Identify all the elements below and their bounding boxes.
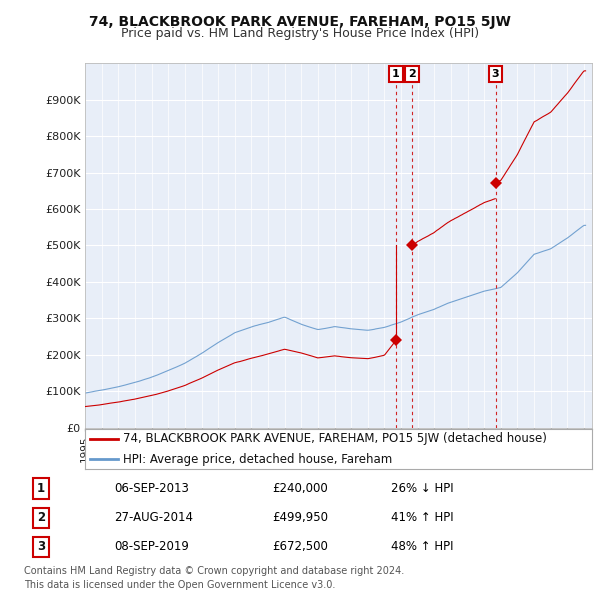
Text: HPI: Average price, detached house, Fareham: HPI: Average price, detached house, Fare… bbox=[123, 453, 392, 466]
Text: 41% ↑ HPI: 41% ↑ HPI bbox=[391, 511, 453, 525]
Text: 74, BLACKBROOK PARK AVENUE, FAREHAM, PO15 5JW: 74, BLACKBROOK PARK AVENUE, FAREHAM, PO1… bbox=[89, 15, 511, 29]
Text: 3: 3 bbox=[492, 69, 499, 79]
Text: 08-SEP-2019: 08-SEP-2019 bbox=[114, 540, 189, 553]
Text: £240,000: £240,000 bbox=[272, 482, 328, 495]
Text: Contains HM Land Registry data © Crown copyright and database right 2024.
This d: Contains HM Land Registry data © Crown c… bbox=[24, 566, 404, 590]
Text: 3: 3 bbox=[37, 540, 45, 553]
Text: 27-AUG-2014: 27-AUG-2014 bbox=[114, 511, 193, 525]
Text: 1: 1 bbox=[37, 482, 45, 495]
Text: 48% ↑ HPI: 48% ↑ HPI bbox=[391, 540, 453, 553]
Text: 26% ↓ HPI: 26% ↓ HPI bbox=[391, 482, 453, 495]
Text: 2: 2 bbox=[408, 69, 416, 79]
Text: 1: 1 bbox=[392, 69, 400, 79]
Text: Price paid vs. HM Land Registry's House Price Index (HPI): Price paid vs. HM Land Registry's House … bbox=[121, 27, 479, 40]
Text: £672,500: £672,500 bbox=[272, 540, 328, 553]
Text: 2: 2 bbox=[37, 511, 45, 525]
Text: 74, BLACKBROOK PARK AVENUE, FAREHAM, PO15 5JW (detached house): 74, BLACKBROOK PARK AVENUE, FAREHAM, PO1… bbox=[123, 432, 547, 445]
Text: £499,950: £499,950 bbox=[272, 511, 328, 525]
Text: 06-SEP-2013: 06-SEP-2013 bbox=[114, 482, 189, 495]
